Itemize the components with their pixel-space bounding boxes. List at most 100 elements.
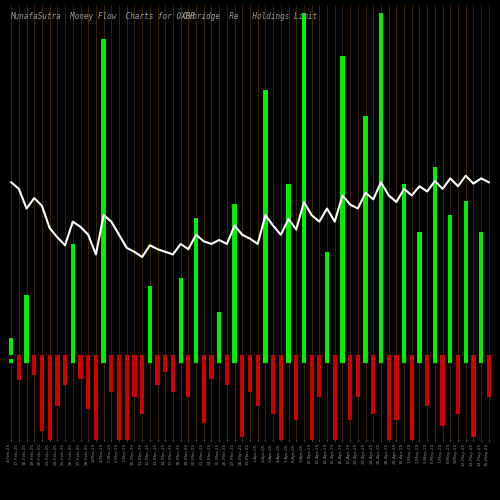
Bar bbox=[132, 363, 136, 374]
Bar bbox=[410, 354, 414, 444]
Bar bbox=[256, 363, 260, 375]
Bar bbox=[102, 288, 105, 363]
Bar bbox=[70, 244, 75, 354]
Bar bbox=[117, 363, 121, 386]
Bar bbox=[24, 295, 28, 354]
Bar bbox=[186, 354, 190, 398]
Bar bbox=[440, 354, 444, 426]
Bar bbox=[9, 358, 14, 363]
Bar bbox=[410, 363, 414, 384]
Bar bbox=[364, 116, 368, 354]
Bar bbox=[418, 232, 422, 354]
Bar bbox=[16, 363, 21, 370]
Bar bbox=[433, 167, 437, 354]
Bar bbox=[171, 354, 175, 392]
Bar bbox=[109, 354, 114, 392]
Bar bbox=[9, 338, 14, 354]
Bar bbox=[48, 363, 52, 402]
Bar bbox=[356, 363, 360, 374]
Bar bbox=[418, 334, 422, 363]
Bar bbox=[70, 336, 75, 363]
Bar bbox=[32, 363, 36, 368]
Bar bbox=[386, 354, 391, 474]
Bar bbox=[24, 348, 28, 363]
Bar bbox=[56, 354, 60, 406]
Bar bbox=[117, 354, 121, 448]
Bar bbox=[63, 354, 67, 386]
Bar bbox=[394, 363, 398, 378]
Bar bbox=[124, 363, 129, 416]
Bar bbox=[86, 363, 90, 376]
Bar bbox=[302, 282, 306, 363]
Bar bbox=[486, 363, 491, 374]
Bar bbox=[440, 363, 444, 380]
Bar bbox=[379, 13, 383, 354]
Bar bbox=[317, 354, 322, 398]
Bar bbox=[278, 354, 283, 444]
Bar bbox=[248, 354, 252, 392]
Bar bbox=[371, 354, 376, 414]
Bar bbox=[448, 214, 452, 354]
Bar bbox=[248, 363, 252, 372]
Bar bbox=[56, 363, 60, 375]
Bar bbox=[271, 354, 275, 414]
Bar bbox=[16, 354, 21, 380]
Bar bbox=[171, 363, 175, 372]
Bar bbox=[271, 363, 275, 378]
Bar bbox=[464, 201, 468, 354]
Bar bbox=[425, 363, 430, 375]
Bar bbox=[325, 252, 329, 354]
Bar bbox=[163, 363, 168, 367]
Bar bbox=[286, 184, 290, 354]
Bar bbox=[386, 363, 391, 391]
Bar bbox=[448, 330, 452, 363]
Bar bbox=[294, 354, 298, 420]
Bar bbox=[264, 300, 268, 363]
Bar bbox=[102, 38, 105, 354]
Bar bbox=[256, 354, 260, 406]
Bar bbox=[210, 363, 214, 368]
Bar bbox=[302, 13, 306, 354]
Bar bbox=[217, 352, 222, 363]
Bar bbox=[148, 286, 152, 354]
Bar bbox=[472, 363, 476, 382]
Bar bbox=[348, 354, 352, 420]
Bar bbox=[433, 318, 437, 363]
Bar bbox=[479, 334, 484, 363]
Bar bbox=[86, 354, 90, 410]
Bar bbox=[109, 363, 114, 372]
Bar bbox=[472, 354, 476, 436]
Bar bbox=[140, 363, 144, 378]
Bar bbox=[63, 363, 67, 370]
Bar bbox=[194, 218, 198, 354]
Bar bbox=[379, 282, 383, 363]
Bar bbox=[94, 354, 98, 500]
Text: MunafaSutra  Money Flow  Charts for OXBR: MunafaSutra Money Flow Charts for OXBR bbox=[10, 12, 195, 20]
Bar bbox=[194, 330, 198, 363]
Bar bbox=[425, 354, 430, 406]
Bar bbox=[456, 354, 460, 414]
Bar bbox=[78, 363, 82, 368]
Bar bbox=[225, 354, 229, 386]
Bar bbox=[124, 354, 129, 500]
Bar bbox=[225, 363, 229, 370]
Bar bbox=[240, 363, 244, 382]
Bar bbox=[264, 90, 268, 354]
Bar bbox=[310, 363, 314, 389]
Text: Oxbridge  Re   Holdings Limit: Oxbridge Re Holdings Limit bbox=[183, 12, 317, 20]
Bar bbox=[332, 354, 337, 500]
Bar bbox=[132, 354, 136, 398]
Bar bbox=[163, 354, 168, 372]
Bar bbox=[178, 278, 183, 354]
Bar bbox=[286, 322, 290, 363]
Bar bbox=[78, 354, 82, 378]
Bar bbox=[202, 354, 206, 423]
Bar bbox=[479, 232, 484, 354]
Bar bbox=[456, 363, 460, 378]
Bar bbox=[340, 292, 344, 363]
Bar bbox=[202, 363, 206, 379]
Bar bbox=[371, 363, 376, 378]
Bar bbox=[402, 184, 406, 354]
Bar bbox=[40, 354, 44, 432]
Bar bbox=[240, 354, 244, 436]
